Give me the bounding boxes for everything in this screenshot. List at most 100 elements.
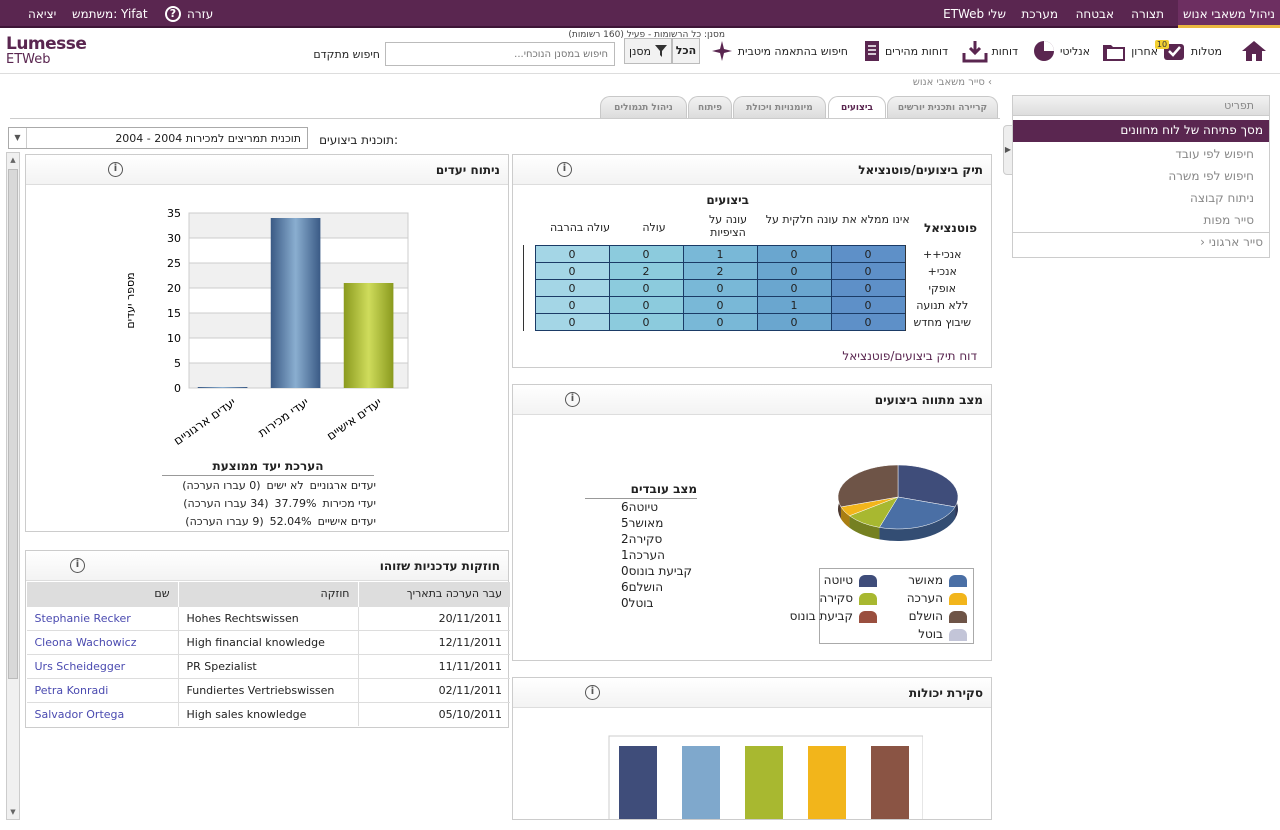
status-item[interactable]: 0בוטל: [585, 596, 697, 612]
talent-cell[interactable]: 0: [756, 279, 832, 297]
talent-report-link[interactable]: דוח תיק ביצועים/פוטנציאל: [842, 349, 977, 363]
scrollbar-thumb[interactable]: [8, 169, 18, 679]
talent-cell[interactable]: 0: [756, 245, 832, 263]
filter-button[interactable]: מסנן: [624, 38, 672, 64]
talent-cell[interactable]: 0: [830, 262, 906, 280]
goal-avg-name: יעדים ארגוניים: [309, 479, 376, 492]
talent-cell[interactable]: 0: [534, 279, 610, 297]
filter-search-input[interactable]: [385, 42, 615, 66]
nav-my-etweb[interactable]: ETWeb שלי: [943, 7, 1006, 21]
table-row[interactable]: 02/11/2011 Fundiertes Vertriebswissen Petr…: [26, 677, 510, 702]
tab-development[interactable]: פיתוח: [688, 96, 732, 118]
talent-cell[interactable]: 0: [830, 245, 906, 263]
main-scrollbar[interactable]: ▲ ▼: [6, 152, 20, 820]
status-item[interactable]: 1הערכה: [585, 548, 697, 564]
status-item[interactable]: 6הושלם: [585, 580, 697, 596]
pie-slice-side: [840, 506, 850, 528]
employee-name-link[interactable]: Salvador Ortega: [26, 701, 178, 726]
talent-cell[interactable]: 0: [830, 296, 906, 314]
legend-swatch: [859, 574, 877, 587]
info-icon[interactable]: i: [585, 685, 600, 700]
status-item[interactable]: 6טיוטה: [585, 500, 697, 516]
skills-bar-chart: [608, 735, 923, 819]
pie-slice[interactable]: [897, 464, 959, 508]
employee-name-link[interactable]: Urs Scheidegger: [26, 653, 178, 678]
employee-name-link[interactable]: Cleona Wachowicz: [26, 629, 178, 654]
breadcrumb[interactable]: סייר משאבי אנוש ‹: [913, 77, 992, 88]
nav-security[interactable]: אבטחה: [1075, 7, 1114, 21]
col-header-name[interactable]: שם: [26, 582, 178, 606]
advanced-search-link[interactable]: חיפוש מתקדם: [313, 48, 380, 61]
goal-avg-count: (34 עברו הערכה): [183, 497, 269, 510]
table-row[interactable]: 12/11/2011 High financial knowledge Cleona…: [26, 629, 510, 654]
sidebar-item-position-search[interactable]: חיפוש לפי משרה: [1168, 169, 1254, 183]
employee-name-link[interactable]: Petra Konradi: [26, 677, 178, 702]
info-icon[interactable]: i: [108, 162, 123, 177]
tasks-button[interactable]: מטלות 10: [1154, 36, 1222, 66]
best-match-button[interactable]: חיפוש בהתאמה מיטבית: [710, 36, 848, 66]
tab-career[interactable]: קריירה ותכנית יורשים: [887, 96, 998, 118]
talent-cell[interactable]: 0: [682, 296, 758, 314]
reports-button[interactable]: דוחות: [962, 36, 1018, 66]
pie-slice[interactable]: [837, 464, 899, 508]
col-header-date[interactable]: עבר הערכה בתאריך: [357, 582, 510, 606]
nav-system[interactable]: מערכת: [1021, 7, 1058, 21]
tab-compensation[interactable]: ניהול תגמולים: [600, 96, 687, 118]
table-row[interactable]: 11/11/2011 PR Spezialist Urs Scheidegger: [26, 653, 510, 678]
col-header-strength[interactable]: חוזקה: [177, 582, 358, 606]
pie-slice-side: [879, 506, 956, 541]
home-button[interactable]: [1240, 36, 1268, 66]
nav-hr[interactable]: ניהול משאבי אנוש: [1178, 0, 1280, 28]
analytics-button[interactable]: אנליטי: [1032, 36, 1090, 66]
sidebar-item-org-explorer[interactable]: › סייר ארגוני: [1200, 235, 1263, 249]
table-row[interactable]: 20/11/2011 Hohes Rechtswissen Stephanie Re…: [26, 605, 510, 630]
recent-button[interactable]: אחרון: [1101, 36, 1158, 66]
talent-cell[interactable]: 0: [534, 245, 610, 263]
talent-cell[interactable]: 1: [682, 245, 758, 263]
talent-row: שיבוץ מחדש 0 0 0 0 0: [534, 313, 979, 331]
talent-cell[interactable]: 0: [534, 262, 610, 280]
nav-config[interactable]: תצורה: [1131, 7, 1164, 21]
talent-cell[interactable]: 0: [608, 245, 684, 263]
info-icon[interactable]: i: [70, 558, 85, 573]
talent-cell[interactable]: 0: [534, 296, 610, 314]
talent-cell[interactable]: 0: [682, 313, 758, 331]
table-row[interactable]: 05/10/2011 High sales knowledge Salvador O…: [26, 701, 510, 726]
tab-skills[interactable]: מיומנויות ויכולת: [733, 96, 826, 118]
talent-cell[interactable]: 0: [756, 262, 832, 280]
talent-cell[interactable]: 0: [830, 279, 906, 297]
employee-name-link[interactable]: Stephanie Recker: [26, 605, 178, 630]
info-icon[interactable]: i: [557, 162, 572, 177]
y-tick-label: 10: [167, 332, 181, 345]
status-item[interactable]: 0קביעת בונוס: [585, 564, 697, 580]
goal-bar: [270, 218, 321, 388]
sidebar-collapse-handle[interactable]: ▶: [1003, 125, 1013, 175]
skill-bar: [682, 746, 720, 819]
sidebar-item-map-explorer[interactable]: סייר מפות: [1203, 213, 1254, 227]
talent-cell[interactable]: 2: [608, 262, 684, 280]
logout-link[interactable]: יציאה: [28, 7, 57, 21]
talent-cell[interactable]: 0: [608, 313, 684, 331]
info-icon[interactable]: i: [565, 392, 580, 407]
sidebar-item-dashboard[interactable]: מסך פתיחה של לוח מחוונים: [1013, 120, 1269, 142]
status-item[interactable]: 5מאושר: [585, 516, 697, 532]
talent-cell[interactable]: 1: [756, 296, 832, 314]
filter-all-button[interactable]: הכל: [672, 38, 700, 64]
talent-cell[interactable]: 0: [608, 296, 684, 314]
pie-slice[interactable]: [879, 496, 956, 530]
talent-cell[interactable]: 2: [682, 262, 758, 280]
talent-cell[interactable]: 0: [608, 279, 684, 297]
plan-select[interactable]: ▼ 2004 - תוכנית תמריצים למכירות 2004: [8, 127, 308, 149]
help-link[interactable]: ? עזרה: [165, 0, 213, 28]
talent-cell[interactable]: 0: [534, 313, 610, 331]
quick-reports-button[interactable]: דוחות מהירים: [863, 36, 948, 66]
tab-performance[interactable]: ביצועים: [828, 96, 886, 118]
talent-cell[interactable]: 0: [830, 313, 906, 331]
goals-panel: ניתוח יעדים i 0 5 10 15 20 25 30 35 מספר יעדים יע…: [25, 154, 509, 532]
sidebar-item-group-analysis[interactable]: ניתוח קבוצה: [1190, 191, 1254, 205]
talent-cell[interactable]: 0: [682, 279, 758, 297]
talent-cell[interactable]: 0: [756, 313, 832, 331]
goal-avg-row: יעדים אישיים 52.04% (9 עברו הערכה): [166, 515, 376, 533]
sidebar-item-employee-search[interactable]: חיפוש לפי עובד: [1175, 147, 1254, 161]
status-item[interactable]: 2סקירה: [585, 532, 697, 548]
